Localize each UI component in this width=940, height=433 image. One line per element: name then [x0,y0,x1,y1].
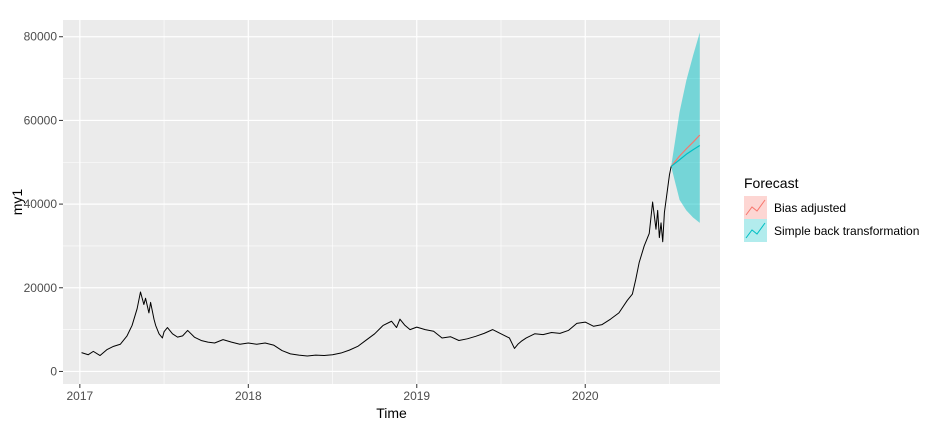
y-axis-label: my1 [9,189,25,216]
x-tick-label: 2020 [572,389,599,403]
x-tick-label: 2019 [403,389,430,403]
legend-entry: Bias adjusted [744,196,846,219]
forecast-series-line-1 [670,134,701,167]
y-tick-label: 80000 [24,30,58,44]
legend-label: Simple back transformation [774,224,919,238]
forecast-interval-band-2 [671,32,700,223]
legend-key-line [745,222,766,239]
legend-key-fill [744,196,767,219]
x-tick-label: 2018 [235,389,262,403]
forecast-series-line-2 [670,145,701,167]
x-tick-label: 2017 [66,389,93,403]
legend-key-line [745,199,766,216]
legend-entry: Simple back transformation [744,219,919,242]
legend: Forecast Bias adjusted Simple back transf… [744,175,919,242]
y-tick-label: 0 [50,364,57,378]
x-axis-label: Time [376,405,407,421]
history-series-line [81,166,672,357]
y-tick-label: 60000 [24,113,58,127]
plot-panel [63,20,720,384]
legend-label: Bias adjusted [774,201,846,215]
y-tick-label: 40000 [24,197,58,211]
y-tick-label: 20000 [24,281,58,295]
legend-title: Forecast [744,175,799,191]
legend-key-fill [744,219,767,242]
